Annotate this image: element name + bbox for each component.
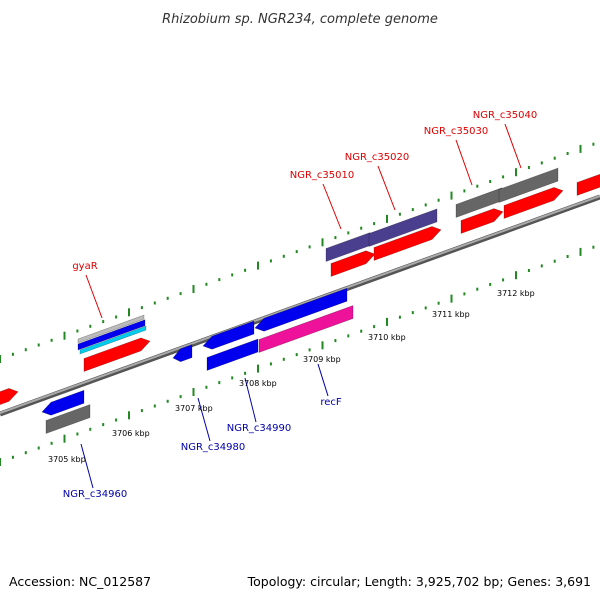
gyar-track-grey [77,314,145,344]
cds-gyar [83,337,151,372]
cds-left-edge [0,388,19,405]
gene-reverse-e [254,287,348,332]
gene-ngr-c35020-label: NGR_c35020 [345,152,410,163]
cds-ngr-c35030 [460,208,504,234]
scale-label-3708: 3708 kbp [239,379,277,388]
cds-ngr-c35040 [503,187,564,219]
gyar-gene-cyan [79,325,147,355]
scale-label-3712: 3712 kbp [497,289,535,298]
cds-right-edge [576,173,600,196]
gene-ngr-c34960-label: NGR_c34960 [63,489,128,500]
scale-label-3709: 3709 kbp [303,355,341,364]
gene-grey-a [45,404,91,434]
scale-label-3707: 3707 kbp [175,404,213,413]
genome-summary-text: Topology: circular; Length: 3,925,702 bp… [247,574,591,589]
gyar-gene [77,319,146,351]
gene-reverse-d [206,338,259,371]
scale-label-3706: 3706 kbp [112,429,150,438]
gene-features [0,167,600,434]
gene-reverse-c [202,320,255,350]
accession-text: Accession: NC_012587 [9,574,151,589]
gene-ngr-c35040 [498,167,559,203]
genome-title: Rhizobium sp. NGR234, complete genome [162,12,438,27]
gene-reverse-b [172,344,193,363]
gene-ngr-c34980-leader-line [197,397,211,442]
gene-ngr-c34960-leader-line [80,443,94,489]
gene-ngr-c35030-label: NGR_c35030 [424,126,489,137]
gene-ngr-c35040-leader-line [504,123,522,169]
scale-label-3710: 3710 kbp [368,333,406,342]
scale-label-3705: 3705 kbp [48,455,86,464]
scale-label-3711: 3711 kbp [432,310,470,319]
reverse-scale-ticks [0,245,595,466]
cds-ngr-c35010 [330,250,376,277]
gene-reverse-a [41,389,85,416]
gene-gyar-label: gyaR [72,261,97,272]
gene-recf-leader-line [317,363,329,397]
gene-ngr-c35010-leader-line [322,183,342,230]
gene-gyar-leader-line [85,274,103,319]
gene-ngr-c34990-label: NGR_c34990 [227,423,292,434]
gene-ngr-c34980-label: NGR_c34980 [181,442,246,453]
gene-ngr-c35020-leader-line [377,165,396,211]
scale-labels: 3705 kbp 3706 kbp 3707 kbp 3708 kbp 3709… [48,289,535,464]
cds-ngr-c35020 [373,226,442,261]
gene-ngr-c35030-leader-line [455,139,473,186]
gene-ngr-c35020 [368,208,438,247]
gene-ngr-c34990-leader-line [244,377,257,423]
gene-ngr-c35040-label: NGR_c35040 [473,110,538,121]
gene-labels: gyaR NGR_c35010 NGR_c35020 NGR_c35030 NGR_c3… [63,110,538,500]
gene-recf-label: recF [320,397,342,408]
forward-scale-ticks [0,142,595,363]
genome-backbone-highlight [0,195,600,414]
gene-recf [258,305,354,353]
gene-ngr-c35010-label: NGR_c35010 [290,170,355,181]
